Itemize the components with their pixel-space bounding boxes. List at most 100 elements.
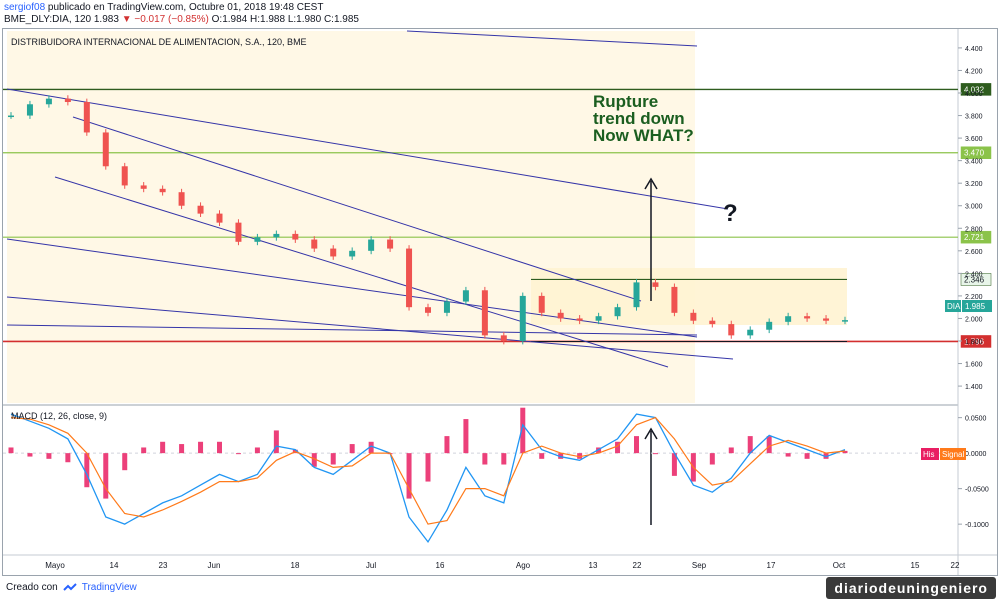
candle-body	[595, 316, 602, 321]
macd-y-tick-label: -0.0500	[965, 487, 989, 494]
macd-histogram-bar	[804, 453, 810, 459]
macd-histogram-bar	[709, 453, 715, 465]
y-tick-label: 3.000	[965, 204, 983, 211]
macd-histogram-bar	[558, 453, 564, 459]
level-tag	[960, 146, 992, 159]
y-tick-label: 1.800	[965, 339, 983, 346]
candle-body	[159, 188, 166, 193]
shade-zone-range	[531, 268, 847, 325]
x-tick-label: Jun	[208, 561, 221, 570]
candle-body	[273, 233, 280, 238]
macd-histogram-bar	[65, 453, 71, 463]
y-tick-label: 2.200	[965, 294, 983, 301]
level-tag-text: 4.032	[964, 85, 985, 94]
candle-body	[178, 192, 185, 206]
tradingview-brand-link[interactable]: TradingView	[81, 582, 137, 593]
macd-histogram-bar	[425, 453, 431, 482]
level-tag-text: 3.470	[964, 149, 985, 158]
symbol-name: BME_DLY:DIA, 120	[4, 14, 92, 25]
macd-histogram-bar	[577, 453, 583, 459]
macd-histogram-bar	[766, 436, 772, 454]
last-price-tag-text: 1.985	[965, 302, 986, 311]
publish-text: publicado en TradingView.com, Octubre 01…	[47, 2, 324, 13]
macd-histogram-bar	[330, 453, 336, 465]
macd-line	[10, 413, 846, 544]
candle-body	[387, 239, 394, 249]
y-tick-label: 1.400	[965, 384, 983, 391]
candle-body	[557, 312, 564, 319]
macd-histogram-bar	[160, 441, 166, 454]
macd-histogram-bar	[349, 444, 355, 454]
candle-body	[216, 213, 223, 223]
trend-line	[54, 176, 669, 368]
chart-canvas[interactable]: 4.032 3.470 2.721 2.346 1.796 4.400 4.200 4.00…	[3, 29, 997, 575]
level-tag	[960, 230, 992, 244]
macd-histogram-bar	[122, 453, 128, 471]
y-tick-label: 3.400	[965, 159, 983, 166]
x-tick-label: Oct	[833, 561, 846, 570]
macd-histogram-bar	[198, 441, 204, 454]
y-tick-label: 2.000	[965, 316, 983, 323]
change-arrow: ▼	[121, 14, 132, 25]
signal-tag	[940, 448, 966, 460]
candle-body	[368, 239, 375, 251]
annotation-line-2: trend down	[593, 109, 685, 128]
x-tick-label: 16	[436, 561, 445, 570]
macd-histogram-bar	[179, 444, 185, 454]
his-tag-text: His	[923, 450, 935, 459]
candle-body	[254, 237, 261, 242]
macd-histogram-bar	[217, 441, 222, 454]
candle-body	[443, 301, 450, 313]
macd-histogram-bar	[539, 453, 545, 459]
candle-body	[197, 205, 204, 214]
macd-arrow-head	[644, 427, 658, 440]
symbol-quote: BME_DLY:DIA, 120 1.983 ▼ −0.017 (−0.85%)…	[4, 14, 359, 25]
macd-histogram-bar	[235, 453, 241, 455]
candle-body	[747, 329, 754, 336]
macd-histogram-bar	[482, 453, 488, 465]
annotation-line-1: Rupture	[593, 92, 658, 111]
macd-histogram-bar	[444, 436, 450, 454]
y-tick-label: 2.800	[965, 226, 983, 233]
question-mark: ?	[723, 200, 738, 227]
y-tick-label: 3.800	[965, 114, 983, 121]
candle-body	[633, 282, 640, 308]
candle-body	[823, 318, 830, 321]
breakout-arrow-head	[644, 177, 658, 190]
author-link[interactable]: sergiof08	[4, 2, 46, 13]
macd-histogram-bar	[8, 447, 14, 454]
publish-info: sergiof08 publicado en TradingView.com, …	[4, 2, 323, 13]
trend-line	[72, 116, 642, 302]
y-tick-label: 3.200	[965, 181, 983, 188]
dia-tag	[945, 300, 961, 312]
candle-body	[690, 312, 697, 321]
candle-body	[671, 286, 678, 313]
x-tick-label: Ago	[516, 561, 531, 570]
y-tick-label: 2.400	[965, 271, 983, 278]
trend-line	[6, 88, 729, 210]
macd-histogram-bar	[728, 447, 734, 454]
candle-body	[64, 98, 71, 103]
level-tag-text: 1.796	[964, 337, 985, 346]
level-tag	[960, 83, 992, 96]
x-tick-label: 15	[911, 561, 920, 570]
macd-histogram-bar	[368, 441, 374, 454]
candle-body	[500, 335, 507, 341]
watermark-logo: diariodeuningeniero	[826, 577, 996, 599]
candle-body	[462, 290, 469, 302]
level-tag-text: 2.721	[964, 233, 985, 242]
macd-histogram-bar	[273, 430, 279, 454]
candle-body	[121, 166, 128, 186]
candle-body	[83, 102, 90, 133]
x-tick-label: 23	[159, 561, 168, 570]
macd-histogram-bar	[671, 453, 677, 476]
candle-body	[45, 98, 52, 105]
tradingview-logo-icon	[62, 582, 77, 591]
signal-tag-text: Signal	[942, 450, 964, 459]
change-value: −0.017 (−0.85%)	[134, 14, 209, 25]
candle-body	[766, 321, 773, 330]
chart-frame[interactable]: 4.032 3.470 2.721 2.346 1.796 4.400 4.200 4.00…	[2, 28, 998, 576]
candle-body	[538, 295, 545, 313]
x-tick-label: 22	[951, 561, 960, 570]
candle-body	[652, 282, 659, 287]
